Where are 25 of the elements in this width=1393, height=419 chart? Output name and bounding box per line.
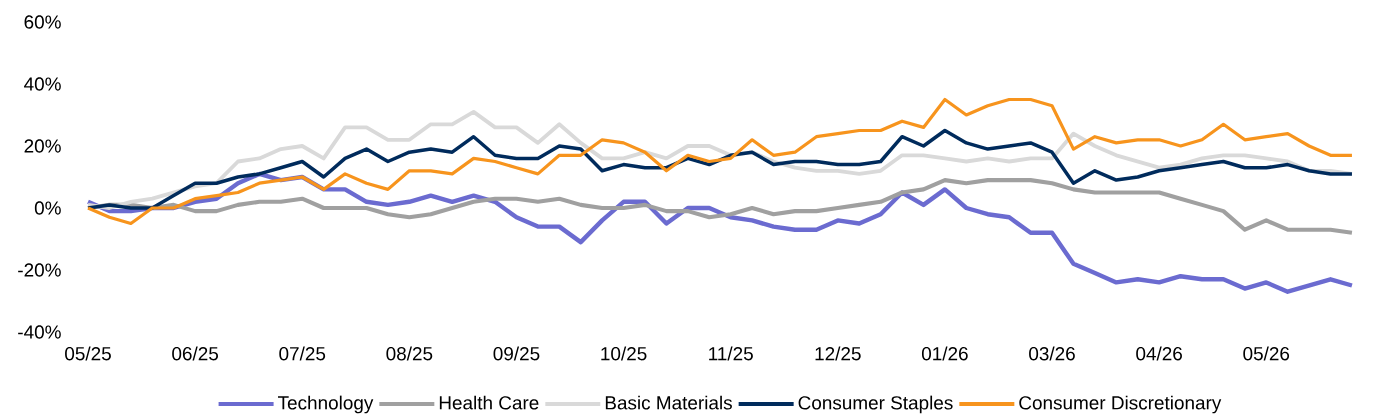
x-tick-label: 08/25 (386, 346, 433, 361)
y-tick-label: 0% (34, 201, 61, 215)
y-tick-label: 40% (24, 77, 61, 91)
x-tick-label: 12/25 (815, 346, 861, 361)
x-tick-label: 09/25 (493, 346, 540, 361)
legend-label: Health Care (439, 395, 539, 410)
x-tick-label: 06/25 (172, 346, 219, 361)
x-tick-label: 05/26 (1243, 346, 1290, 361)
x-tick-label: 01/26 (921, 346, 968, 361)
legend-label: Consumer Staples (798, 395, 953, 414)
line-series (86, 128, 1354, 210)
x-tick-label: 04/26 (1136, 346, 1182, 361)
legend-label: Consumer Discretionary (1019, 395, 1222, 414)
x-tick-label: 03/26 (1029, 346, 1075, 361)
y-tick-label: 60% (24, 15, 61, 29)
legend-label: Basic Materials (605, 395, 732, 410)
x-tick-label: 10/25 (601, 346, 647, 361)
x-tick-label: 05/25 (65, 346, 111, 361)
line-series (86, 97, 1354, 226)
y-tick-label: -40% (18, 325, 61, 339)
y-tick-label: 20% (24, 139, 61, 153)
x-tick-label: 11/25 (709, 346, 753, 361)
legend-label: Technology (278, 395, 374, 414)
x-tick-label: 07/25 (279, 346, 326, 361)
y-tick-label: -20% (18, 263, 61, 277)
